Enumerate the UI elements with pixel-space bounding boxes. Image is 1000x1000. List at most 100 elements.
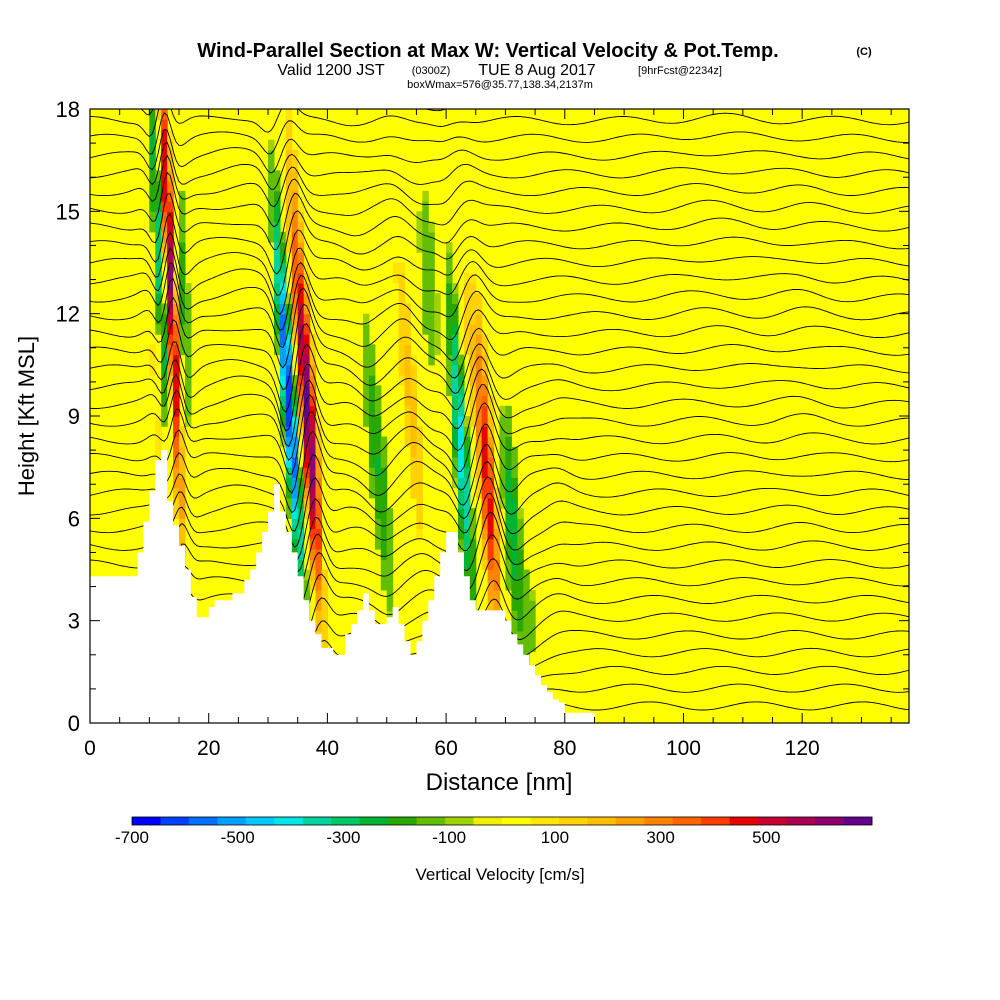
isentrope-line [90,171,909,228]
velocity-cell [285,221,293,233]
velocity-cell [475,303,483,315]
velocity-cell [374,446,382,458]
velocity-cell [309,364,317,376]
velocity-cell [475,477,483,489]
isentrope-line [90,552,909,606]
velocity-cell [149,149,156,161]
velocity-cell [505,467,512,478]
velocity-cell [380,446,388,458]
velocity-cell [161,160,168,171]
velocity-cell [452,334,459,345]
velocity-cell [173,334,180,345]
velocity-cell [303,579,311,591]
velocity-cell [481,508,489,519]
velocity-cell [386,559,394,571]
velocity-cell [511,477,518,489]
velocity-cell [297,293,305,304]
velocity-cell [167,180,174,192]
velocity-cell [179,477,186,489]
isentrope-line [90,261,909,331]
velocity-cell [475,375,483,386]
velocity-cell [285,375,293,386]
velocity-cell [161,375,168,386]
velocity-cell [155,426,162,437]
velocity-cell [428,283,435,294]
velocity-cell [398,293,406,304]
velocity-cell [416,436,423,448]
velocity-cell [529,590,536,601]
velocity-cell [285,467,293,478]
velocity-cell [511,508,518,519]
velocity-cell [179,272,186,284]
velocity-cell [404,323,411,335]
velocity-cell [315,508,322,519]
velocity-cell [481,528,489,540]
velocity-cell [368,416,376,427]
velocity-cell [368,385,376,397]
isentrope-line [90,533,909,590]
velocity-cell [458,375,465,386]
velocity-cell [167,139,174,151]
velocity-cell [523,620,530,632]
velocity-cell [303,487,311,499]
colorbar-swatch [843,817,873,825]
velocity-cell [511,549,518,560]
velocity-cell [185,344,192,356]
colorbar-swatch [359,817,389,825]
velocity-cell [303,436,311,448]
velocity-cell [475,456,483,468]
velocity-cell [446,313,453,325]
velocity-cell [268,180,275,192]
velocity-cell [446,303,453,315]
velocity-cell [285,211,293,223]
isentrope-line [90,247,909,315]
velocity-cell [303,354,311,366]
colorbar-swatch [502,817,531,825]
colorbar-swatch [729,817,759,825]
velocity-cell [173,477,180,489]
velocity-cell [285,446,293,458]
velocity-cell [315,436,322,448]
velocity-cell [493,600,501,611]
velocity-cell [380,508,388,519]
velocity-cell [291,323,299,335]
velocity-cell [291,426,299,437]
chart-subtitle-date: TUE 8 Aug 2017 [478,62,596,79]
velocity-cell [309,344,317,356]
velocity-cell [404,436,411,448]
colorbar-swatch [558,817,588,825]
velocity-cell [469,272,477,284]
velocity-cell [291,201,299,212]
velocity-cell [285,497,293,509]
velocity-cell [315,426,322,437]
velocity-cell [410,385,417,397]
velocity-cell [309,416,317,427]
velocity-cell [398,375,406,386]
velocity-cell [173,416,180,427]
colorbar-tick-label: -300 [326,828,360,847]
velocity-cell [422,283,429,294]
velocity-cell [161,211,168,223]
velocity-cell [475,436,483,448]
velocity-cell [505,477,512,489]
velocity-cell [505,416,512,427]
velocity-cell [458,477,465,489]
velocity-cell [517,579,524,591]
velocity-cell [179,313,186,325]
velocity-cell [149,211,156,223]
velocity-cell [274,201,281,212]
velocity-cell [173,344,180,356]
velocity-cell [274,252,281,264]
velocity-cell [315,446,322,458]
isentrope-line [90,492,909,560]
colorbar-tick-label: -700 [115,828,149,847]
velocity-cell [458,456,465,468]
velocity-cell [303,405,311,417]
velocity-cell [523,579,530,591]
velocity-cell [149,139,156,151]
velocity-cell [368,436,376,448]
velocity-cell [446,364,453,376]
x-tick-label: 0 [84,737,96,760]
velocity-cell [291,487,299,499]
velocity-cell [161,334,168,345]
